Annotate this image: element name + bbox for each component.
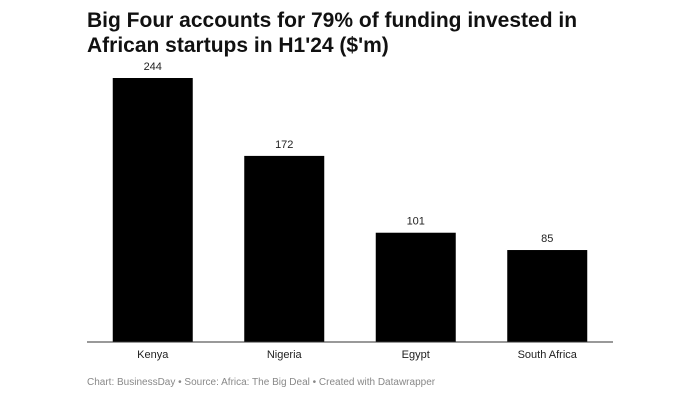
x-tick-label: South Africa: [518, 349, 578, 361]
chart: Kenya 244 Nigeria 172 Egypt 101 South Africa 85: [87, 61, 613, 361]
bar: [112, 78, 193, 342]
value-label: 85: [541, 233, 553, 245]
bar: [375, 232, 456, 342]
source-note: Chart: BusinessDay • Source: Africa: The…: [87, 377, 436, 388]
chart-title: Big Four accounts for 79% of funding inv…: [87, 9, 578, 57]
value-label: 244: [144, 61, 162, 73]
value-label: 172: [275, 139, 293, 151]
value-label: 101: [407, 216, 425, 228]
bar: [507, 250, 588, 342]
x-tick-label: Egypt: [402, 349, 430, 361]
bar: [244, 155, 325, 342]
x-tick-label: Kenya: [137, 349, 169, 361]
x-tick-label: Nigeria: [267, 349, 303, 361]
